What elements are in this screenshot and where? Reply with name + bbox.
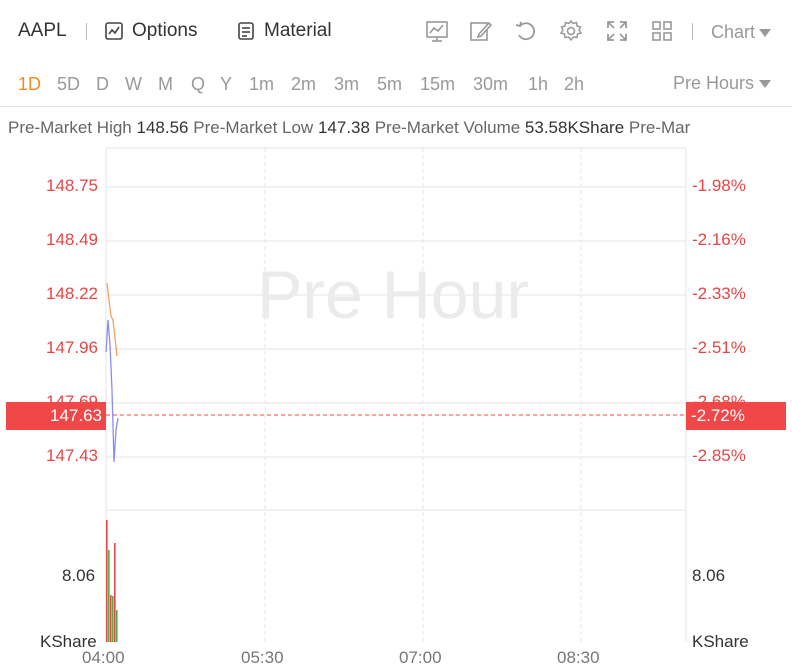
volume-bars (106, 520, 118, 642)
current-price-value: 147.63 (50, 406, 102, 425)
price-tick-label: 148.49 (46, 230, 98, 249)
low-value: 147.38 (317, 118, 370, 137)
chart-type-label: Chart (711, 22, 756, 42)
period-tab-5d[interactable]: 5D (57, 74, 81, 94)
period-tabs: 1D 5D D W M Q Y 1m 2m 3m 5m 15m 30m 1h 2h (0, 64, 792, 107)
volume-tick-right: 8.06 (692, 566, 726, 585)
volume-label: Pre-Market Volume (374, 118, 521, 137)
time-tick-label: 07:00 (399, 648, 442, 667)
current-pct-value: -2.72% (691, 406, 745, 425)
price-tick-label: 147.43 (46, 446, 98, 465)
refresh-icon[interactable] (514, 19, 538, 43)
options-button[interactable]: Options (104, 20, 197, 42)
time-tick-label: 04:00 (82, 648, 125, 667)
fullscreen-icon[interactable] (605, 19, 629, 43)
price-tick-label: 148.22 (46, 284, 98, 303)
period-tab-w[interactable]: W (125, 74, 142, 94)
period-tab-y[interactable]: Y (220, 74, 233, 94)
pct-tick-label: -1.98% (692, 176, 746, 195)
plot-lines (105, 282, 119, 463)
high-label: Pre-Market High (8, 118, 132, 137)
current-price-tag: 147.63 (6, 402, 106, 430)
price-chart[interactable]: Pre Hour (0, 140, 792, 672)
time-tick-label: 08:30 (557, 648, 600, 667)
session-dropdown[interactable]: Pre Hours (673, 73, 772, 94)
period-tab-15m[interactable]: 15m (420, 74, 456, 94)
volume-tick-left: 8.06 (62, 566, 96, 585)
pct-tick-label: -2.51% (692, 338, 746, 357)
material-label: Material (264, 20, 332, 41)
volume-bar (106, 520, 108, 642)
period-tab-3m[interactable]: 3m (334, 74, 360, 94)
average-line (105, 319, 119, 463)
chart-grid (105, 147, 687, 642)
divider (692, 23, 693, 40)
price-tick-label: 148.75 (46, 176, 98, 195)
options-label: Options (132, 20, 198, 41)
symbol-text: AAPL (18, 20, 67, 41)
caret-down-icon (759, 79, 772, 88)
time-tick-label: 05:30 (241, 648, 284, 667)
period-tab-q[interactable]: Q (191, 74, 206, 94)
price-line (106, 282, 118, 357)
chart-line-icon[interactable] (425, 19, 449, 43)
volume-value: 53.58KShare (524, 118, 625, 137)
grid-layout-icon[interactable] (650, 19, 674, 43)
options-icon (105, 22, 123, 40)
volume-unit-left: KShare (40, 632, 97, 651)
period-tab-1m[interactable]: 1m (249, 74, 275, 94)
divider (86, 23, 87, 40)
current-pct-tag: -2.72% (686, 402, 786, 430)
pre-market-stats: Pre-Market High 148.56 Pre-Market Low 14… (8, 118, 792, 138)
volume-bar (114, 543, 116, 642)
high-value: 148.56 (136, 118, 189, 137)
period-tab-m[interactable]: M (158, 74, 173, 94)
draw-pen-icon[interactable] (469, 19, 493, 43)
material-button[interactable]: Material (236, 20, 332, 42)
watermark: Pre Hour (257, 257, 529, 333)
volume-bar (108, 550, 110, 642)
pct-tick-label: -2.33% (692, 284, 746, 303)
period-tab-5m[interactable]: 5m (377, 74, 403, 94)
volume-unit-right: KShare (692, 632, 749, 651)
truncated-stat-label: Pre-Mar (628, 118, 691, 137)
caret-down-icon (759, 28, 772, 37)
chart-type-dropdown[interactable]: Chart (711, 22, 772, 43)
document-icon (238, 22, 254, 40)
price-tick-label: 147.96 (46, 338, 98, 357)
pct-tick-label: -2.16% (692, 230, 746, 249)
symbol-label[interactable]: AAPL (18, 20, 67, 42)
chart-toolbar: AAPL Options Material Chart (0, 0, 792, 64)
period-tab-30m[interactable]: 30m (473, 74, 509, 94)
period-tab-1h[interactable]: 1h (528, 74, 549, 94)
gear-icon[interactable] (559, 19, 583, 43)
pct-tick-label: -2.85% (692, 446, 746, 465)
period-tab-2m[interactable]: 2m (291, 74, 317, 94)
volume-bar (112, 596, 114, 642)
low-label: Pre-Market Low (193, 118, 314, 137)
period-tab-1d[interactable]: 1D (18, 74, 42, 94)
period-tab-d[interactable]: D (96, 74, 109, 94)
period-tab-2h[interactable]: 2h (564, 74, 585, 94)
session-label: Pre Hours (673, 73, 755, 93)
volume-bar (116, 610, 118, 642)
volume-bar (110, 595, 112, 642)
